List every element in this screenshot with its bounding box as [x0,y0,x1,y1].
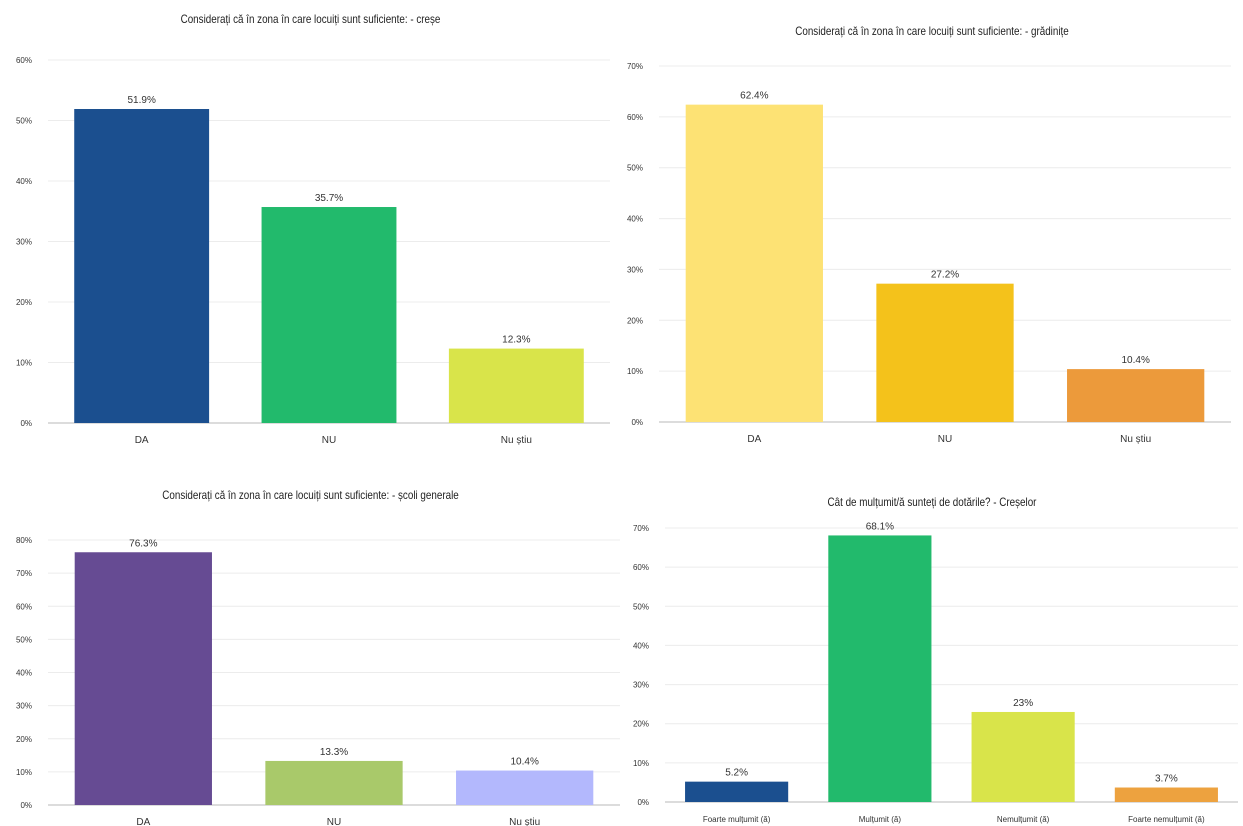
x-tick-label: Nu știu [509,817,540,826]
y-tick-label: 20% [633,720,649,729]
bar-nu-stiu [448,348,584,423]
y-tick-label: 0% [20,801,32,810]
data-label: 12.3% [502,335,530,346]
bar-foarte-nemultumit-a [1114,787,1218,802]
y-tick-label: 30% [633,681,649,690]
bar-foarte-multumit-a [685,781,789,802]
x-tick-label: DA [747,434,761,445]
y-tick-label: 30% [16,702,32,711]
y-tick-label: 40% [16,177,32,186]
chart-title: Cât de mulțumit/ă sunteți de dotările? -… [827,495,1037,509]
chart-title: Considerați că în zona în care locuiți s… [795,24,1069,38]
chart-panel-dotari-crese: Cât de mulțumit/ă sunteți de dotările? -… [621,460,1243,826]
bar-da [74,109,210,423]
x-tick-label: Nu știu [1120,434,1151,445]
y-tick-label: 10% [16,359,32,368]
bar-nu-stiu [456,770,594,805]
bar-nemultumit-a [971,711,1075,802]
data-label: 5.2% [725,768,748,779]
y-tick-label: 70% [627,62,643,71]
bar-multumit-a [828,535,932,802]
data-label: 68.1% [866,521,894,532]
chart-panel-crese: Considerați că în zona în care locuiți s… [0,0,621,460]
x-tick-label: NU [322,435,336,446]
bar-nu-stiu [1067,369,1205,422]
data-label: 13.3% [320,747,348,758]
bar-nu [265,760,403,805]
data-label: 27.2% [931,270,959,281]
y-tick-label: 10% [633,759,649,768]
x-tick-label: DA [136,817,150,826]
bar-chart-dotari-crese: 0% 10% 20% 30% 40% 50% 60% 70% 5.2% Foarte mulțum… [633,521,1238,824]
y-tick-label: 70% [16,569,32,578]
chart-title: Considerați că în zona în care locuiți s… [180,12,441,26]
y-tick-label: 60% [16,56,32,65]
x-tick-label: NU [938,434,952,445]
y-tick-label: 80% [16,536,32,545]
x-tick-label: Mulțumit (ă) [859,815,902,824]
x-tick-label: Nemulțumit (ă) [997,815,1050,824]
y-tick-label: 60% [16,602,32,611]
data-label: 10.4% [510,757,538,768]
y-tick-label: 20% [16,298,32,307]
chart-title: Considerați că în zona în care locuiți s… [162,488,459,502]
data-label: 51.9% [127,95,155,106]
bar-chart-scoli: 0% 10% 20% 30% 40% 50% 60% 70% 80% 76.3% DA 13.3% NU… [16,536,620,826]
data-label: 76.3% [129,538,157,549]
x-tick-label: Foarte mulțumit (ă) [703,815,771,824]
y-tick-label: 0% [631,418,643,427]
data-label: 35.7% [315,193,343,204]
y-tick-label: 50% [16,635,32,644]
data-label: 23% [1013,698,1033,709]
y-tick-label: 0% [20,419,32,428]
x-tick-label: Nu știu [501,435,532,446]
y-tick-label: 50% [16,117,32,126]
chart-panel-scoli: Considerați că în zona în care locuiți s… [0,460,621,826]
y-tick-label: 30% [627,265,643,274]
y-tick-label: 0% [637,798,649,807]
bar-chart-gradinite: 0% 10% 20% 30% 40% 50% 60% 70% 62.4% DA 27.2% NU 10.… [627,62,1231,445]
y-tick-label: 50% [633,602,649,611]
bar-nu [261,207,397,423]
y-tick-label: 50% [627,164,643,173]
y-tick-label: 70% [633,524,649,533]
bar-chart-crese: 0% 10% 20% 30% 40% 50% 60% 51.9% DA 35.7% NU 12.3% N… [16,56,610,446]
y-tick-label: 10% [627,367,643,376]
data-label: 62.4% [740,91,768,102]
bar-da [685,104,823,422]
y-tick-label: 60% [633,563,649,572]
data-label: 10.4% [1121,355,1149,366]
y-tick-label: 40% [627,215,643,224]
y-tick-label: 20% [16,735,32,744]
x-tick-label: NU [327,817,341,826]
y-tick-label: 40% [16,669,32,678]
y-tick-label: 20% [627,316,643,325]
x-tick-label: DA [135,435,149,446]
bar-da [74,552,212,805]
chart-panel-gradinite: Considerați că în zona în care locuiți s… [621,0,1243,460]
bar-nu [876,283,1014,422]
x-tick-label: Foarte nemulțumit (ă) [1128,815,1205,824]
y-tick-label: 10% [16,768,32,777]
y-tick-label: 40% [633,641,649,650]
y-tick-label: 30% [16,238,32,247]
y-tick-label: 60% [627,113,643,122]
data-label: 3.7% [1155,774,1178,785]
